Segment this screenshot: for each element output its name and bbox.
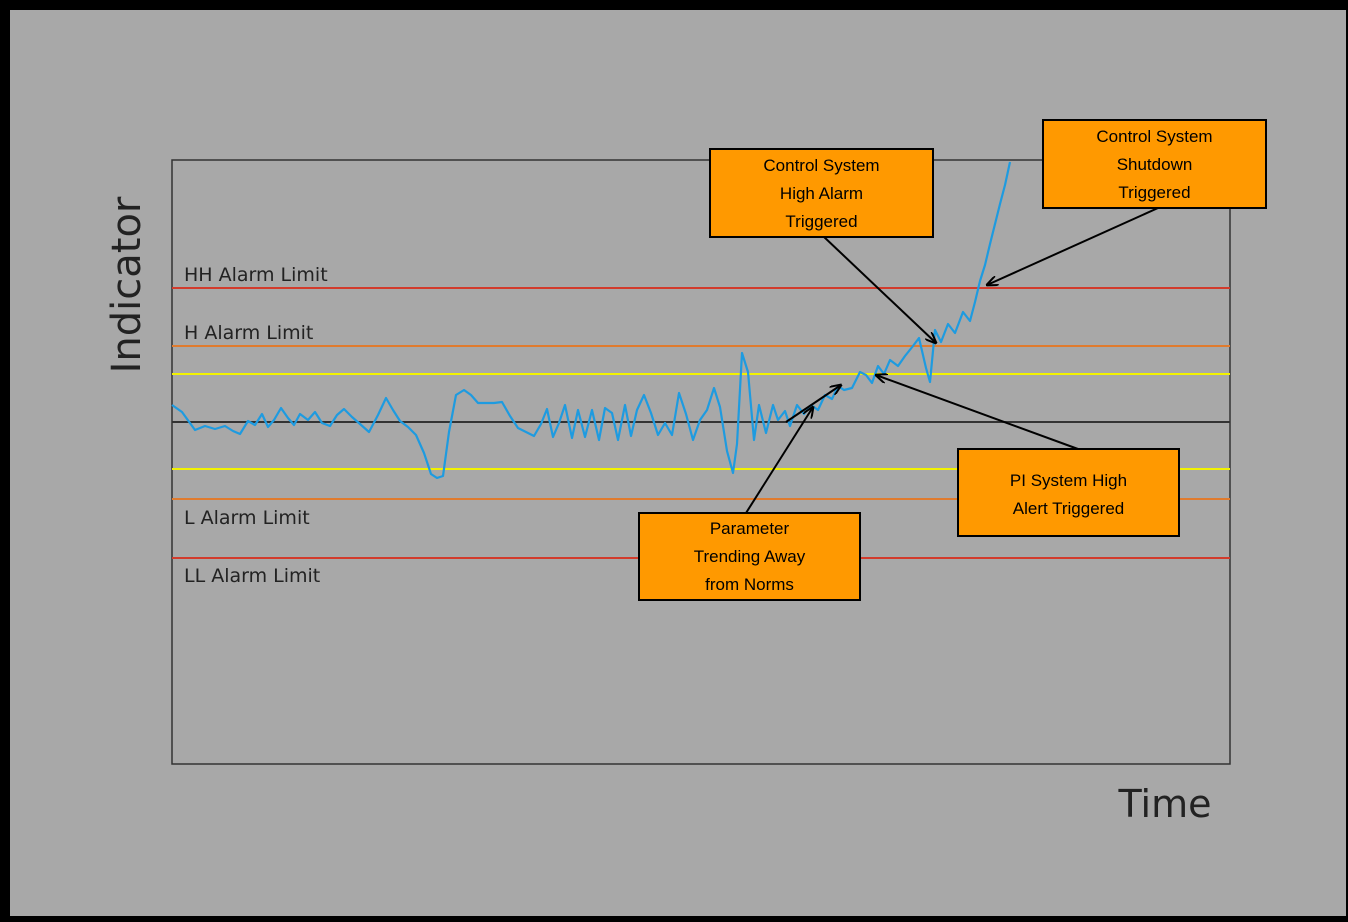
callout-cs-high: Control System High Alarm Triggered bbox=[709, 148, 934, 238]
callout-cs-shutdown: Control System Shutdown Triggered bbox=[1042, 119, 1267, 209]
plot-area bbox=[171, 159, 1231, 765]
arrow-cs-shutdown bbox=[987, 207, 1159, 285]
process-trend-line bbox=[171, 161, 1012, 480]
arrow-trending-1 bbox=[745, 407, 813, 514]
h-limit-label: H Alarm Limit bbox=[184, 322, 313, 344]
y-axis-label: Indicator bbox=[104, 196, 150, 373]
callout-arrows bbox=[745, 207, 1159, 514]
callout-pi-alert: PI System High Alert Triggered bbox=[957, 448, 1180, 537]
callout-line: Control System bbox=[1096, 127, 1212, 146]
callout-line: Alert Triggered bbox=[1013, 499, 1125, 518]
callout-box bbox=[709, 148, 934, 238]
l-limit-label: L Alarm Limit bbox=[184, 507, 310, 529]
callout-line: Shutdown bbox=[1117, 155, 1193, 174]
callout-line: PI System High bbox=[1010, 471, 1127, 490]
callout-trending: Parameter Trending Away from Norms bbox=[638, 512, 861, 601]
callout-box bbox=[638, 512, 861, 601]
callout-line: from Norms bbox=[705, 575, 794, 594]
callout-line: Triggered bbox=[785, 212, 857, 231]
arrow-cs-high bbox=[822, 235, 936, 343]
callout-line: Control System bbox=[763, 156, 879, 175]
callout-line: Trending Away bbox=[694, 547, 806, 566]
callout-line: Triggered bbox=[1118, 183, 1190, 202]
arrow-pi-alert bbox=[876, 375, 1079, 450]
callout-box bbox=[1042, 119, 1267, 209]
arrow-trending-2 bbox=[785, 385, 841, 423]
callout-line: High Alarm bbox=[780, 184, 863, 203]
hh-limit-label: HH Alarm Limit bbox=[184, 264, 328, 286]
callout-box bbox=[957, 448, 1180, 537]
x-axis-label: Time bbox=[1118, 782, 1212, 826]
callout-line: Parameter bbox=[710, 519, 790, 538]
ll-limit-label: LL Alarm Limit bbox=[184, 565, 320, 587]
